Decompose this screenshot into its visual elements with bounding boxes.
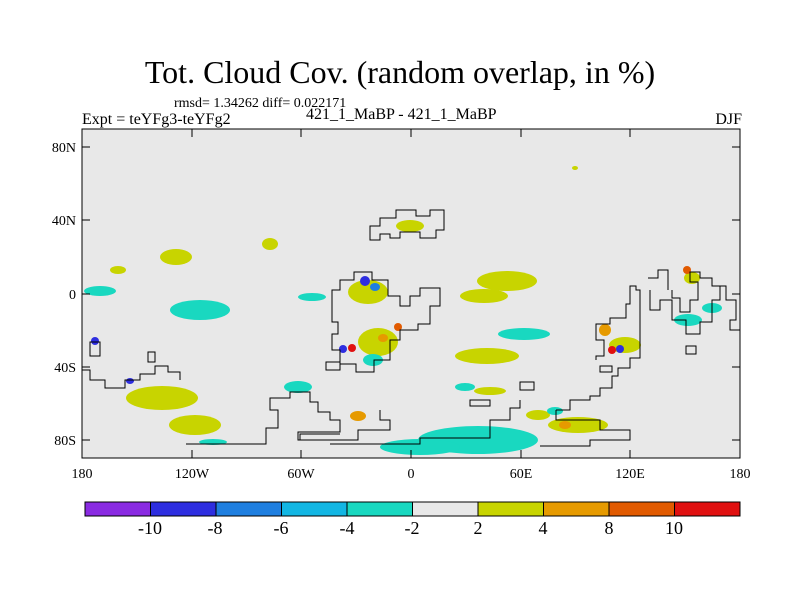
colorbar-label: 10: [665, 518, 683, 538]
experiment-label: Expt = teYFg3-teYFg2: [82, 111, 231, 128]
blob: [572, 166, 578, 170]
blob: [674, 314, 702, 326]
colorbar-label: -4: [340, 518, 355, 538]
blob: [547, 407, 563, 415]
colorbar-swatch: [84, 501, 151, 517]
plot-title: Tot. Cloud Cov. (random overlap, in %): [144, 54, 656, 90]
blob: [474, 387, 506, 395]
blob: [526, 410, 550, 420]
blob: [126, 386, 198, 410]
colorbar-swatch: [346, 501, 413, 517]
y-tick-label: 40S: [54, 361, 76, 376]
blob: [548, 417, 608, 433]
blob: [684, 272, 700, 284]
blob: [84, 286, 116, 296]
colorbar-swatch: [477, 501, 544, 517]
blob: [460, 289, 508, 303]
colorbar-swatch: [412, 501, 479, 517]
blob: [370, 283, 380, 291]
blob: [396, 220, 424, 232]
colorbar-swatch: [281, 501, 348, 517]
blob: [298, 293, 326, 301]
blob: [363, 354, 383, 366]
axis-ticks: [82, 129, 740, 458]
y-tick-label: 0: [69, 288, 76, 303]
blob: [110, 266, 126, 274]
season-label: DJF: [715, 111, 742, 128]
colorbar-label: 2: [474, 518, 483, 538]
blob: [360, 276, 370, 286]
stats-text: rmsd= 1.34262 diff= 0.022171: [174, 96, 347, 111]
blob: [683, 266, 691, 274]
colorbar-label: 4: [539, 518, 548, 538]
colorbar-swatch: [150, 501, 217, 517]
blob: [126, 378, 134, 384]
blob: [348, 344, 356, 352]
blob: [380, 439, 460, 455]
colorbar-label: -10: [138, 518, 162, 538]
blob: [378, 334, 388, 342]
colorbar-label: -2: [405, 518, 420, 538]
blob: [160, 249, 192, 265]
blob: [339, 345, 347, 353]
blob: [169, 415, 221, 435]
x-tick-label: 120W: [175, 467, 210, 482]
blob: [91, 337, 99, 345]
blob: [498, 328, 550, 340]
colorbar-swatch: [215, 501, 282, 517]
blob: [284, 381, 312, 393]
x-tick-label: 120E: [615, 467, 645, 482]
difference-shading: [84, 166, 722, 455]
land-outlines: [82, 209, 740, 447]
blob: [608, 346, 616, 354]
runs-label: 421_1_MaBP - 421_1_MaBP: [306, 106, 497, 123]
blob: [477, 271, 537, 291]
blob: [358, 328, 398, 356]
x-tick-label: 60W: [287, 467, 315, 482]
blob: [559, 421, 571, 429]
blob: [350, 411, 366, 421]
blob: [262, 238, 278, 250]
x-tick-label: 60E: [510, 467, 533, 482]
blob: [170, 300, 230, 320]
blob: [394, 323, 402, 331]
blob: [616, 345, 624, 353]
y-tick-label: 40N: [52, 214, 76, 229]
blob: [455, 348, 519, 364]
colorbar-swatch: [543, 501, 610, 517]
colorbar: [84, 501, 741, 517]
map-background: [82, 129, 740, 458]
y-tick-label: 80N: [52, 141, 76, 156]
blob: [599, 324, 611, 336]
x-tick-label: 0: [408, 467, 415, 482]
blob: [455, 383, 475, 391]
colorbar-label: -8: [208, 518, 223, 538]
colorbar-swatch: [608, 501, 675, 517]
colorbar-label: 8: [605, 518, 614, 538]
colorbar-swatch: [674, 501, 741, 517]
x-tick-label: 180: [72, 467, 93, 482]
colorbar-label: -6: [274, 518, 289, 538]
x-tick-label: 180: [730, 467, 751, 482]
y-tick-label: 80S: [54, 434, 76, 449]
